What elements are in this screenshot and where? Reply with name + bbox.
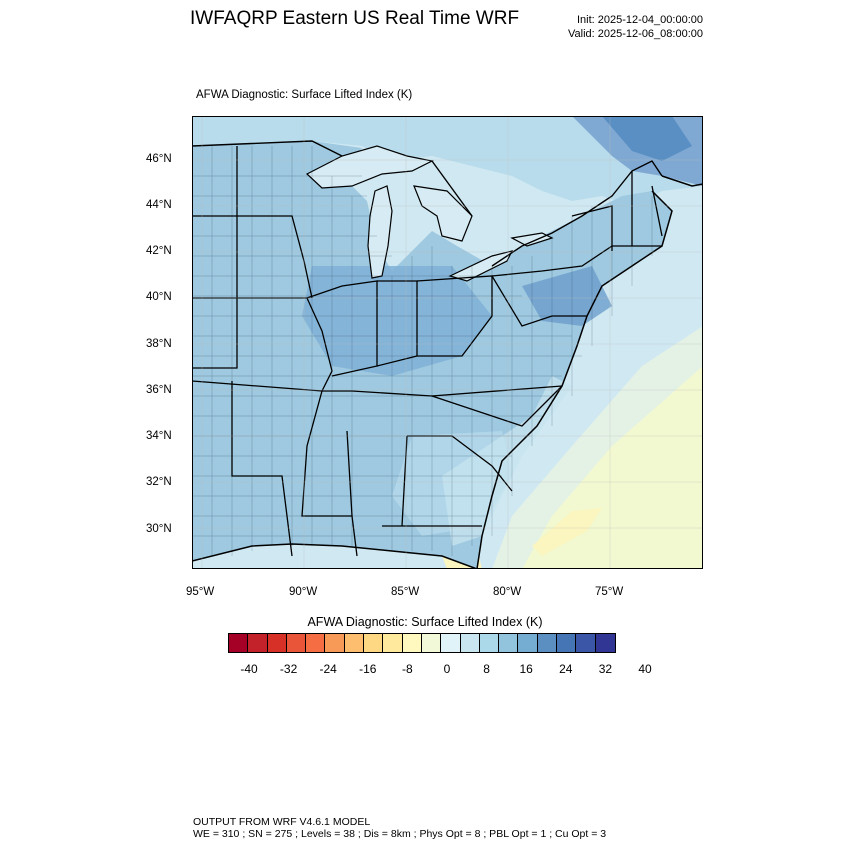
graticule xyxy=(192,116,703,569)
colorbar-swatch xyxy=(557,634,577,652)
colorbar-swatch xyxy=(325,634,345,652)
lat-tick-label: 36°N xyxy=(146,384,172,396)
colorbar-swatch xyxy=(229,634,249,652)
colorbar-swatch xyxy=(402,634,422,652)
colorbar-swatch xyxy=(576,634,596,652)
colorbar-swatch xyxy=(460,634,480,652)
lon-tick-label: 85°W xyxy=(391,586,420,598)
colorbar-tick-label: -40 xyxy=(240,662,258,676)
colorbar-swatch xyxy=(383,634,403,652)
coastline xyxy=(192,175,703,569)
county-grid xyxy=(192,146,653,556)
init-time: Init: 2025-12-04_00:00:00 xyxy=(577,14,703,26)
colorbar xyxy=(228,633,616,653)
lat-tick-label: 44°N xyxy=(146,199,172,211)
colorbar-tick-label: -16 xyxy=(359,662,377,676)
colorbar-tick-label: -24 xyxy=(319,662,337,676)
colorbar-tick-label: 0 xyxy=(443,662,451,676)
colorbar-tick-label: 16 xyxy=(519,662,533,676)
colorbar-tick-label: 24 xyxy=(559,662,573,676)
colorbar-swatch xyxy=(595,634,615,652)
lon-tick-label: 95°W xyxy=(186,586,215,598)
lat-tick-label: 42°N xyxy=(146,245,172,257)
lat-tick-label: 30°N xyxy=(146,523,172,535)
figure-title: IWFAQRP Eastern US Real Time WRF xyxy=(190,8,520,29)
colorbar-swatch xyxy=(344,634,365,652)
valid-time: Valid: 2025-12-06_08:00:00 xyxy=(568,28,703,40)
colorbar-swatch xyxy=(537,634,558,652)
map-frame-border xyxy=(192,116,703,569)
model-config-line: WE = 310 ; SN = 275 ; Levels = 38 ; Dis … xyxy=(193,828,607,840)
lifted-index-map xyxy=(192,116,703,569)
colorbar-swatch xyxy=(479,634,500,652)
colorbar-title: AFWA Diagnostic: Surface Lifted Index (K… xyxy=(307,615,543,629)
canada-land xyxy=(192,116,703,206)
lat-tick-label: 32°N xyxy=(146,476,172,488)
lake-erie xyxy=(448,250,514,282)
colorbar-swatch xyxy=(499,634,519,652)
colorbar-swatch xyxy=(518,634,538,652)
colorbar-swatch xyxy=(248,634,268,652)
midwest-dark xyxy=(302,266,492,376)
colorbar-swatch xyxy=(267,634,287,652)
lat-tick-label: 40°N xyxy=(146,291,172,303)
lake-superior xyxy=(305,145,434,189)
map-subtitle: AFWA Diagnostic: Surface Lifted Index (K… xyxy=(196,89,413,101)
colorbar-swatch xyxy=(364,634,384,652)
colorbar-tick-label: 32 xyxy=(598,662,613,676)
model-version-line: OUTPUT FROM WRF V4.6.1 MODEL xyxy=(193,816,371,828)
coast-light xyxy=(442,376,572,546)
ocean-yellow-patch xyxy=(532,508,602,556)
colorbar-swatch xyxy=(286,634,307,652)
lat-tick-label: 46°N xyxy=(146,153,172,165)
colorbar-swatch xyxy=(441,634,461,652)
colorbar-tick-label: -8 xyxy=(402,662,413,676)
model-info-footer: OUTPUT FROM WRF V4.6.1 MODEL WE = 310 ; … xyxy=(193,816,606,840)
lat-tick-label: 38°N xyxy=(146,338,172,350)
colorbar-swatch xyxy=(306,634,326,652)
colorbar-tick-label: 40 xyxy=(638,662,652,676)
lon-tick-label: 90°W xyxy=(289,586,318,598)
colorbar-tick-label: -32 xyxy=(279,662,298,676)
colorbar-tick-label: 8 xyxy=(483,662,490,676)
colorbar-swatch xyxy=(421,634,442,652)
init-valid-times: Init: 2025-12-04_00:00:00 Valid: 2025-12… xyxy=(568,13,703,41)
lon-tick-label: 80°W xyxy=(493,586,522,598)
lon-tick-label: 75°W xyxy=(595,586,624,598)
lake-huron xyxy=(413,185,473,242)
canada-ne-darker xyxy=(602,116,692,161)
lat-tick-label: 34°N xyxy=(146,430,172,442)
state-boundaries xyxy=(192,146,663,557)
